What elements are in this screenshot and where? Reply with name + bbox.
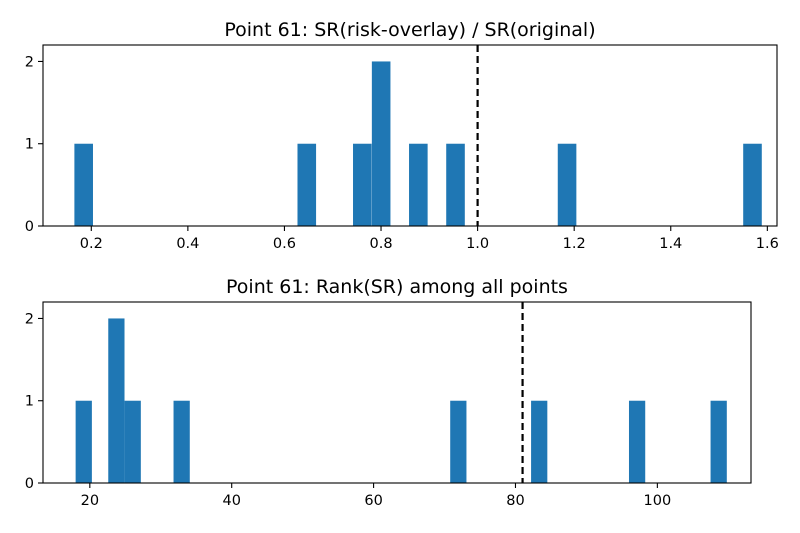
x-tick-label: 0.6 <box>273 236 296 252</box>
x-tick-label: 0.8 <box>369 236 392 252</box>
x-tick-label: 60 <box>364 493 382 509</box>
y-tick-label: 1 <box>25 394 34 410</box>
chart-title: Point 61: Rank(SR) among all points <box>226 276 568 298</box>
histogram-bar <box>108 318 125 483</box>
y-tick-label: 2 <box>25 54 34 70</box>
histogram-bar <box>743 143 762 226</box>
histogram-bar <box>557 143 577 226</box>
x-tick-label: 20 <box>81 493 99 509</box>
y-tick-label: 2 <box>25 311 34 327</box>
x-tick-label: 1.4 <box>659 236 682 252</box>
x-tick-label: 0.4 <box>176 236 199 252</box>
histogram-bar <box>124 400 141 483</box>
x-tick-label: 1.2 <box>563 236 586 252</box>
histogram-bar <box>531 400 548 483</box>
y-tick-label: 1 <box>25 137 34 153</box>
x-tick-label: 100 <box>644 493 672 509</box>
x-tick-label: 0.2 <box>80 236 103 252</box>
axes-frame <box>42 301 752 484</box>
x-tick-label: 80 <box>506 493 524 509</box>
y-tick-label: 0 <box>25 476 34 492</box>
histogram-panel-sr-ratio: Point 61: SR(risk-overlay) / SR(original… <box>25 19 779 252</box>
chart-title: Point 61: SR(risk-overlay) / SR(original… <box>224 19 595 41</box>
axes-frame <box>42 44 778 227</box>
histogram-bar <box>297 143 317 226</box>
histogram-bar <box>628 400 646 483</box>
histogram-bar <box>353 143 372 226</box>
histogram-bar <box>75 400 92 483</box>
x-tick-label: 40 <box>222 493 240 509</box>
x-tick-label: 1.0 <box>466 236 489 252</box>
x-tick-label: 1.6 <box>756 236 779 252</box>
histogram-bar <box>710 400 727 483</box>
histogram-bar <box>74 143 93 226</box>
histogram-bar <box>409 143 428 226</box>
histogram-bar <box>371 61 391 226</box>
histogram-bar <box>450 400 467 483</box>
y-tick-label: 0 <box>25 219 34 235</box>
histogram-bar <box>173 400 190 483</box>
histogram-bar <box>446 143 465 226</box>
